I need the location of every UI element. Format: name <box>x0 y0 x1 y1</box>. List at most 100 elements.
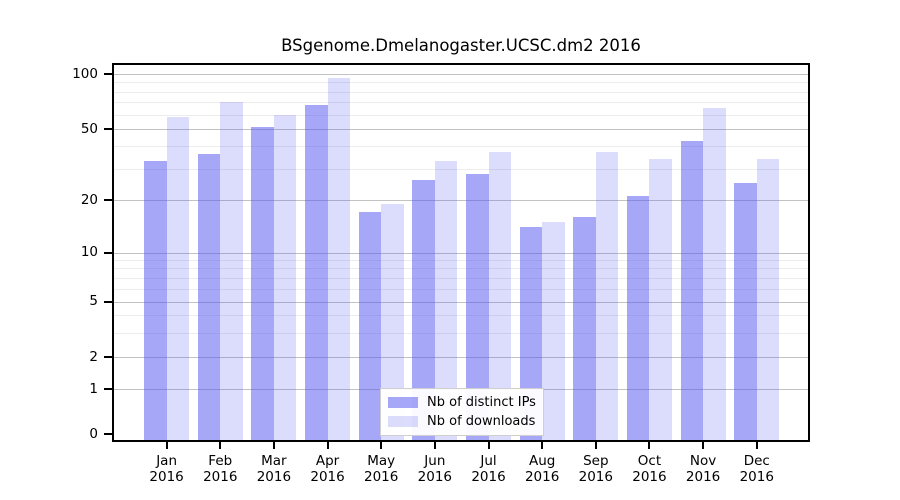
bar-downloads-mar <box>273 114 297 440</box>
x-tick-sep <box>594 442 597 449</box>
bar-downloads-dec <box>756 158 780 440</box>
x-tick-label-apr: Apr 2016 <box>298 453 358 485</box>
gridline-minor-3 <box>114 332 808 334</box>
x-label-month: Aug <box>528 453 556 469</box>
x-tick-label-jun: Jun 2016 <box>405 453 465 485</box>
x-tick-jun <box>433 442 436 449</box>
x-label-year: 2016 <box>739 469 774 485</box>
legend-swatch-downloads <box>388 416 418 427</box>
bar-downloads-sep <box>595 152 619 440</box>
bar-downloads-aug <box>542 221 565 440</box>
x-tick-label-jan: Jan 2016 <box>137 453 197 485</box>
bar-ips-apr <box>305 104 328 440</box>
x-label-month: May <box>367 453 396 469</box>
x-label-year: 2016 <box>310 469 345 485</box>
bar-ips-aug <box>519 227 543 440</box>
x-label-year: 2016 <box>364 469 399 485</box>
bar-downloads-apr <box>327 78 351 440</box>
bar-ips-sep <box>573 216 596 440</box>
x-tick-mar <box>272 442 275 449</box>
legend-swatch-distinct-ips <box>388 397 418 408</box>
x-label-year: 2016 <box>471 469 506 485</box>
legend-label-distinct-ips: Nb of distinct IPs <box>427 395 536 410</box>
x-label-year: 2016 <box>417 469 453 485</box>
x-tick-label-aug: Aug 2016 <box>512 453 572 485</box>
bar-downloads-may <box>381 203 404 440</box>
bar-ips-nov <box>680 140 704 440</box>
y-tick-5 <box>104 300 112 303</box>
gridline-minor-6 <box>114 288 808 290</box>
bar-ips-jun <box>412 179 435 440</box>
x-tick-nov <box>702 442 705 449</box>
bar-downloads-oct <box>649 158 672 440</box>
x-tick-aug <box>541 442 544 449</box>
x-tick-jul <box>487 442 490 449</box>
gridline-major-10 <box>114 252 808 254</box>
y-tick-10 <box>104 251 112 254</box>
x-tick-may <box>380 442 383 449</box>
x-tick-label-feb: Feb 2016 <box>190 453 250 485</box>
y-tick-50 <box>104 128 112 130</box>
x-tick-oct <box>648 442 651 449</box>
x-tick-label-sep: Sep 2016 <box>566 453 626 485</box>
y-tick-1 <box>104 388 112 390</box>
x-label-month: Mar <box>261 453 287 469</box>
x-tick-dec <box>755 442 758 449</box>
gridline-minor-60 <box>114 114 808 116</box>
x-tick-jan <box>165 442 168 449</box>
bar-downloads-jan <box>166 117 190 440</box>
x-label-year: 2016 <box>578 469 613 485</box>
gridline-major-50 <box>114 129 808 130</box>
x-tick-feb <box>219 442 222 449</box>
y-tick-label-20: 20 <box>80 191 98 208</box>
gridline-minor-9 <box>114 260 808 262</box>
legend-row-downloads: Nb of downloads <box>388 414 543 429</box>
bar-ips-jan <box>144 161 167 440</box>
bar-ips-feb <box>197 154 221 440</box>
gridline-major-20 <box>114 200 808 201</box>
bar-ips-mar <box>251 127 274 440</box>
bar-downloads-jul <box>488 152 511 440</box>
bar-ips-jul <box>466 173 489 440</box>
y-tick-label-0: 0 <box>89 425 98 442</box>
x-tick-apr <box>326 442 329 449</box>
x-tick-label-jul: Jul 2016 <box>459 453 519 485</box>
x-tick-label-mar: Mar 2016 <box>244 453 304 485</box>
gridline-major-5 <box>114 301 808 303</box>
bar-downloads-jun <box>434 161 458 440</box>
gridline-minor-40 <box>114 146 808 148</box>
gridline-minor-8 <box>114 268 808 270</box>
y-tick-label-5: 5 <box>89 293 98 310</box>
bar-downloads-feb <box>220 102 243 440</box>
x-label-year: 2016 <box>149 469 184 485</box>
gridline-major-100 <box>114 74 808 75</box>
chart-title: BSgenome.Dmelanogaster.UCSC.dm2 2016 <box>281 36 641 55</box>
x-label-month: Dec <box>743 453 770 469</box>
x-label-month: Jun <box>424 453 446 469</box>
x-label-year: 2016 <box>256 469 292 485</box>
legend-row-distinct-ips: Nb of distinct IPs <box>388 395 543 410</box>
x-label-year: 2016 <box>632 469 667 485</box>
y-tick-label-10: 10 <box>80 244 98 261</box>
x-label-month: Jul <box>480 453 497 469</box>
y-tick-label-50: 50 <box>80 120 98 137</box>
legend-label-downloads: Nb of downloads <box>427 414 536 429</box>
y-tick-label-1: 1 <box>89 380 98 397</box>
y-tick-label-100: 100 <box>72 65 98 82</box>
x-label-year: 2016 <box>203 469 238 485</box>
gridline-minor-4 <box>114 315 808 317</box>
x-label-month: Jan <box>156 453 177 469</box>
y-tick-2 <box>104 356 112 359</box>
y-tick-20 <box>104 199 112 201</box>
bar-ips-oct <box>626 196 650 440</box>
x-tick-label-dec: Dec 2016 <box>727 453 787 485</box>
x-label-month: Apr <box>315 453 340 469</box>
gridline-major-2 <box>114 357 808 359</box>
x-label-month: Nov <box>689 453 717 469</box>
bar-ips-dec <box>734 182 757 440</box>
y-tick-0 <box>104 433 112 435</box>
gridline-minor-30 <box>114 168 808 170</box>
gridline-minor-7 <box>114 277 808 279</box>
x-tick-label-oct: Oct 2016 <box>619 453 679 485</box>
